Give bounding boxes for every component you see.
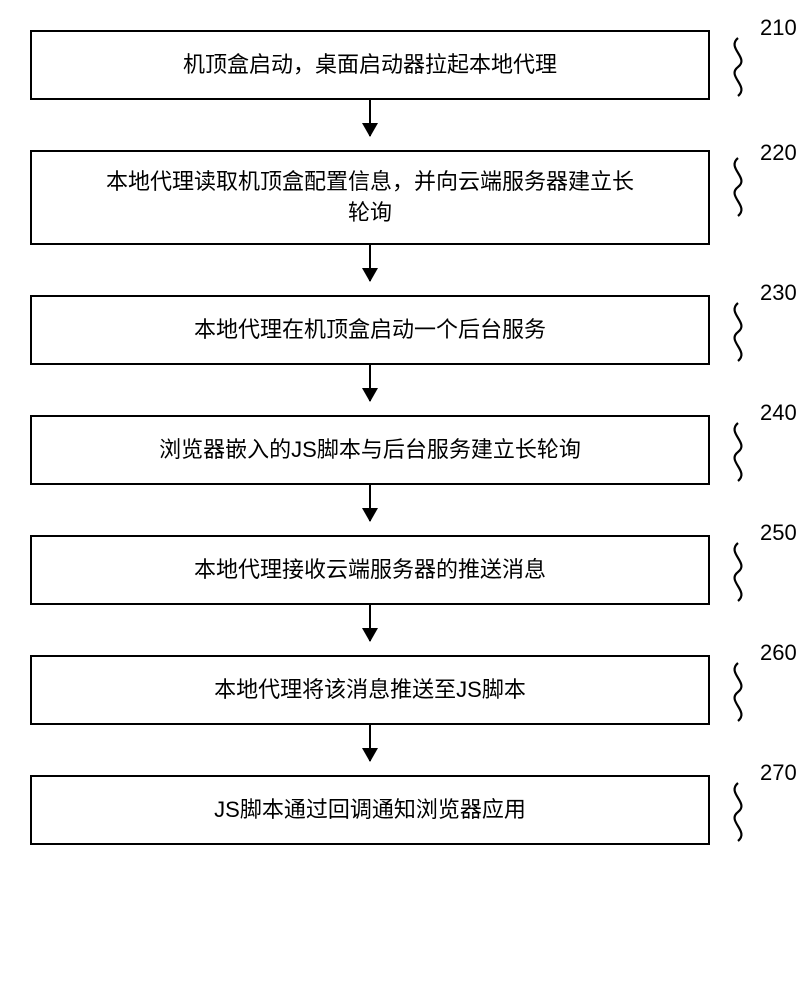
step-box-210: 机顶盒启动，桌面启动器拉起本地代理	[30, 30, 710, 100]
arrow-3	[369, 365, 371, 401]
step-text: 本地代理在机顶盒启动一个后台服务	[194, 315, 546, 346]
arrow-4	[369, 485, 371, 521]
step-label-270: 270	[760, 760, 797, 786]
step-label-230: 230	[760, 280, 797, 306]
step-box-230: 本地代理在机顶盒启动一个后台服务	[30, 295, 710, 365]
step-box-260: 本地代理将该消息推送至JS脚本	[30, 655, 710, 725]
step-text: 机顶盒启动，桌面启动器拉起本地代理	[183, 50, 557, 81]
step-text: 浏览器嵌入的JS脚本与后台服务建立长轮询	[159, 435, 581, 466]
step-text: 本地代理接收云端服务器的推送消息	[194, 555, 546, 586]
connector-squiggle	[720, 301, 756, 363]
connector-squiggle	[720, 541, 756, 603]
step-label-260: 260	[760, 640, 797, 666]
connector-squiggle	[720, 421, 756, 483]
step-label-220: 220	[760, 140, 797, 166]
arrow-5	[369, 605, 371, 641]
step-label-210: 210	[760, 15, 797, 41]
arrow-6	[369, 725, 371, 761]
arrow-1	[369, 100, 371, 136]
connector-squiggle	[720, 661, 756, 723]
step-box-240: 浏览器嵌入的JS脚本与后台服务建立长轮询	[30, 415, 710, 485]
flowchart-canvas: 机顶盒启动，桌面启动器拉起本地代理 210 本地代理读取机顶盒配置信息，并向云端服务…	[0, 0, 809, 1000]
step-text: JS脚本通过回调通知浏览器应用	[214, 795, 526, 826]
step-box-270: JS脚本通过回调通知浏览器应用	[30, 775, 710, 845]
step-box-250: 本地代理接收云端服务器的推送消息	[30, 535, 710, 605]
connector-squiggle	[720, 781, 756, 843]
connector-squiggle	[720, 36, 756, 98]
connector-squiggle	[720, 156, 756, 218]
step-text: 本地代理读取机顶盒配置信息，并向云端服务器建立长 轮询	[106, 167, 634, 229]
step-label-250: 250	[760, 520, 797, 546]
step-text: 本地代理将该消息推送至JS脚本	[214, 675, 526, 706]
step-box-220: 本地代理读取机顶盒配置信息，并向云端服务器建立长 轮询	[30, 150, 710, 245]
arrow-2	[369, 245, 371, 281]
step-label-240: 240	[760, 400, 797, 426]
